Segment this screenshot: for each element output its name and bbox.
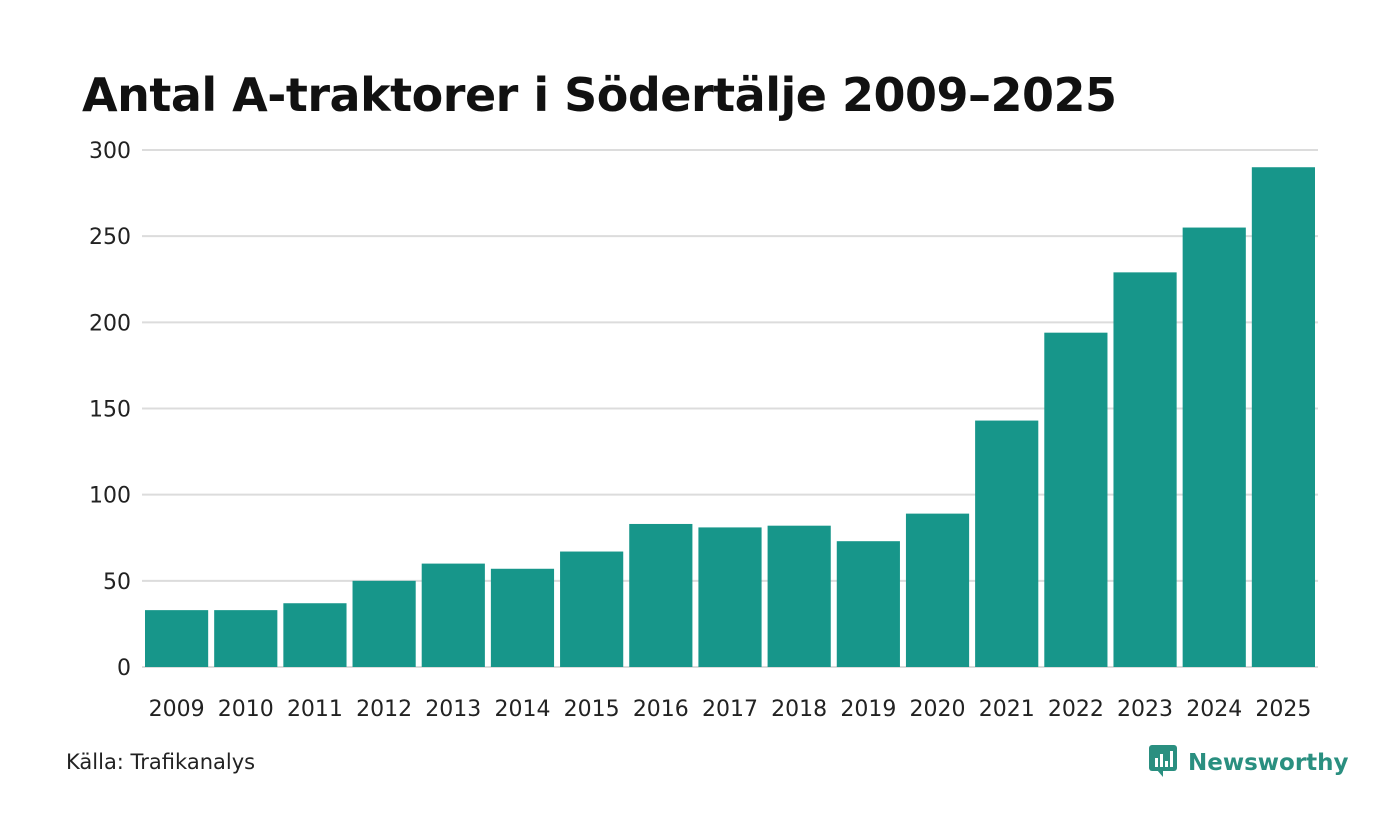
bar-2015: [560, 551, 624, 667]
bar-2023: [1113, 272, 1177, 667]
bar-2012: [352, 580, 416, 667]
y-tick-label: 200: [89, 311, 131, 336]
bar-2024: [1182, 227, 1246, 668]
y-tick-label: 50: [103, 570, 131, 595]
x-tick-label: 2021: [979, 697, 1035, 722]
y-tick-label: 150: [89, 398, 131, 423]
bars: [145, 167, 1315, 668]
bar-2013: [421, 563, 485, 667]
bar-2021: [975, 420, 1039, 667]
x-tick-label: 2019: [840, 697, 896, 722]
bar-2020: [905, 513, 970, 667]
x-tick-label: 2016: [633, 697, 689, 722]
bar-2019: [836, 541, 900, 667]
bar-2018: [767, 525, 831, 667]
bar-2025: [1251, 167, 1315, 667]
chart-title: Antal A-traktorer i Södertälje 2009–2025: [82, 68, 1117, 122]
x-tick-label: 2011: [287, 697, 343, 722]
bar-2010: [214, 610, 278, 667]
x-axis-ticks: 2009 2010 2011 2012 2013 2014 2015 2016 2017 2018…: [149, 697, 1312, 722]
y-tick-label: 100: [89, 484, 131, 509]
x-tick-label: 2014: [494, 697, 550, 722]
x-tick-label: 2017: [702, 697, 758, 722]
bar-chart-speech-bubble-icon: [1148, 744, 1178, 782]
x-tick-label: 2010: [218, 697, 274, 722]
x-tick-label: 2024: [1186, 697, 1242, 722]
x-tick-label: 2025: [1255, 697, 1311, 722]
bar-2011: [283, 603, 347, 667]
brand-logo: Newsworthy: [1148, 744, 1349, 782]
bar-2016: [629, 523, 693, 667]
x-tick-label: 2015: [564, 697, 620, 722]
source-note: Källa: Trafikanalys: [66, 750, 256, 774]
y-axis-ticks: 0 50 100 150 200 250 300: [89, 139, 131, 681]
bar-2022: [1044, 332, 1108, 667]
x-tick-label: 2018: [771, 697, 827, 722]
bar-2009: [145, 610, 209, 667]
x-tick-label: 2012: [356, 697, 412, 722]
bar-2017: [698, 527, 762, 667]
brand-name: Newsworthy: [1188, 750, 1349, 776]
x-tick-label: 2013: [425, 697, 481, 722]
y-tick-label: 0: [117, 656, 131, 681]
y-tick-label: 250: [89, 225, 131, 250]
x-tick-label: 2009: [149, 697, 205, 722]
bar-2014: [490, 568, 555, 667]
x-tick-label: 2020: [910, 697, 966, 722]
x-tick-label: 2022: [1048, 697, 1104, 722]
x-tick-label: 2023: [1117, 697, 1173, 722]
y-tick-label: 300: [89, 139, 131, 164]
